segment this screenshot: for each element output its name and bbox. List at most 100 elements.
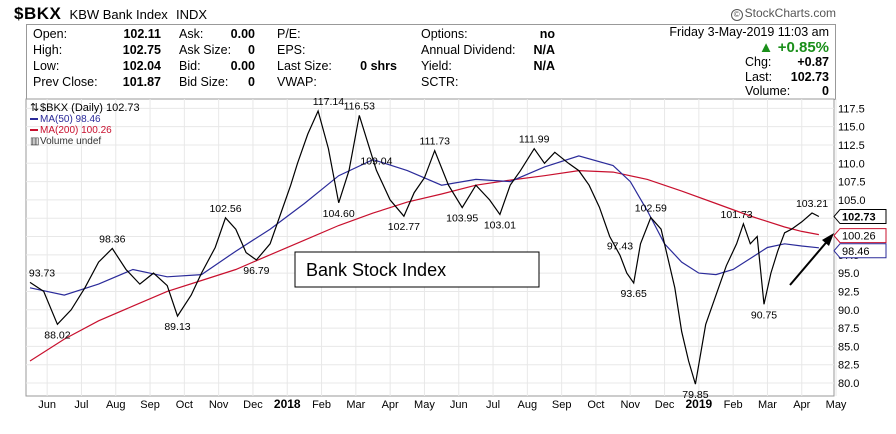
y-tick-label: 85.0 (838, 341, 859, 353)
price-labels: 93.73 88.02 98.36 89.13 102.56 96.79 117.14 104… (29, 96, 828, 401)
volume-value: 0 (822, 84, 829, 98)
symbol: $BKX (14, 4, 62, 23)
x-tick-label: Feb (312, 399, 331, 411)
open-label: Open: (33, 27, 68, 41)
open-value: 102.11 (123, 27, 161, 41)
y-tick-label: 117.5 (838, 103, 865, 115)
last-size-label: Last Size: (277, 59, 332, 73)
x-tick-label: May (826, 399, 847, 411)
x-axis: Jun Jul Aug Sep Oct Nov Dec 2018 Feb Mar Apr May Jun… (38, 397, 847, 411)
axis-tag-label-price: 102.73 (842, 212, 876, 224)
price-label: 102.56 (209, 203, 241, 215)
last-size-value: 0 shrs (360, 59, 397, 73)
price-label: 93.73 (29, 267, 55, 279)
brand-name: StockCharts.com (744, 6, 836, 20)
annotation-box (294, 251, 540, 288)
ask-label: Ask: (179, 27, 204, 41)
y-tick-label: 105.0 (838, 195, 866, 207)
price-label: 116.53 (344, 100, 375, 112)
bid-size-value: 0 (248, 75, 255, 89)
high-value: 102.75 (122, 43, 161, 57)
options-value: no (539, 27, 555, 41)
options-label: Options: (421, 27, 468, 41)
price-label: 103.21 (796, 198, 828, 210)
price-label: 96.79 (243, 265, 269, 277)
prev-close-value: 101.87 (122, 75, 161, 89)
legend-ma50: MA(50) 98.46 (40, 114, 101, 125)
y-tick-label: 112.5 (838, 140, 865, 152)
price-label: 101.73 (721, 209, 753, 221)
quote-datetime: Friday 3-May-2019 11:03 am (669, 25, 829, 39)
price-label: 104.60 (323, 208, 355, 220)
ask-value: 0.00 (230, 27, 255, 41)
ask-size-value: 0 (248, 43, 255, 57)
x-tick-label: Mar (758, 399, 777, 411)
price-label: 103.95 (446, 213, 478, 225)
x-tick-label: Aug (106, 399, 126, 411)
chg-label: Chg: (745, 55, 772, 69)
x-tick-label: Nov (620, 399, 640, 411)
last-label: Last: (745, 70, 773, 84)
price-label: 111.73 (419, 136, 450, 148)
x-tick-label: Jun (38, 399, 56, 411)
price-label: 79.85 (682, 389, 708, 401)
high-label: High: (33, 43, 63, 57)
prev-close-label: Prev Close: (33, 75, 98, 89)
x-tick-label: 2019 (685, 397, 712, 411)
x-tick-label: Jun (450, 399, 468, 411)
chg-value: +0.87 (797, 55, 829, 69)
y-tick-label: 107.5 (838, 177, 866, 189)
last-value: 102.73 (790, 70, 829, 84)
y-tick-label: 110.0 (838, 158, 865, 170)
x-tick-label: Feb (724, 399, 743, 411)
ma200-line (29, 169, 820, 362)
price-label: 102.77 (388, 221, 420, 233)
change-percent: ▲ +0.85% (717, 39, 829, 56)
x-tick-label: Dec (655, 399, 675, 411)
bid-value: 0.00 (230, 59, 255, 73)
annotation-text: Bank Stock Index (306, 260, 446, 280)
volume-label: Volume: (745, 84, 791, 98)
price-label: 93.65 (621, 288, 647, 300)
vwap-label: VWAP: (277, 75, 317, 89)
chart-header: $BKX KBW Bank Index INDX (14, 4, 207, 24)
ma50-line (29, 155, 819, 296)
up-arrow-icon: ▲ (758, 39, 774, 56)
price-label: 117.14 (313, 96, 344, 108)
x-tick-label: May (414, 399, 435, 411)
copyright-icon: © (730, 9, 743, 21)
axis-tag-ma50 (833, 243, 887, 259)
price-label: 89.13 (164, 321, 190, 333)
y-tick-label: 90.0 (838, 305, 859, 317)
price-label: 97.43 (607, 240, 633, 252)
y-tick-label: 80.0 (838, 378, 859, 390)
yield-value: N/A (533, 59, 555, 73)
x-tick-label: Apr (382, 399, 399, 411)
price-label: 111.99 (519, 134, 550, 146)
low-value: 102.04 (122, 59, 161, 73)
price-label: 103.01 (484, 219, 516, 231)
legend-volume-icon: ▥ (30, 136, 39, 147)
x-tick-label: Jul (486, 399, 500, 411)
axis-tag-ma200 (833, 228, 887, 244)
x-tick-label: Mar (346, 399, 365, 411)
x-tick-label: Dec (243, 399, 263, 411)
y-tick-label: 82.5 (838, 360, 859, 372)
axis-tag-label-ma200: 100.26 (842, 231, 876, 243)
legend-price: $BKX (Daily) 102.73 (40, 102, 140, 114)
y-tick-label: 87.5 (838, 323, 859, 335)
price-label: 109.04 (360, 155, 392, 167)
yield-label: Yield: (421, 59, 452, 73)
x-tick-label: Nov (209, 399, 229, 411)
annual-dividend-label: Annual Dividend: (421, 43, 516, 57)
axis-tags: 102.73 100.26 98.46 (833, 209, 887, 259)
sctr-label: SCTR: (421, 75, 459, 89)
price-line (29, 109, 820, 385)
legend-ma200: MA(200) 100.26 (40, 125, 112, 136)
x-tick-label: Apr (793, 399, 810, 411)
low-label: Low: (33, 59, 60, 73)
y-tick-label: 115.0 (838, 122, 865, 134)
index-name: KBW Bank Index (69, 7, 168, 22)
legend-volume: Volume undef (40, 136, 101, 147)
